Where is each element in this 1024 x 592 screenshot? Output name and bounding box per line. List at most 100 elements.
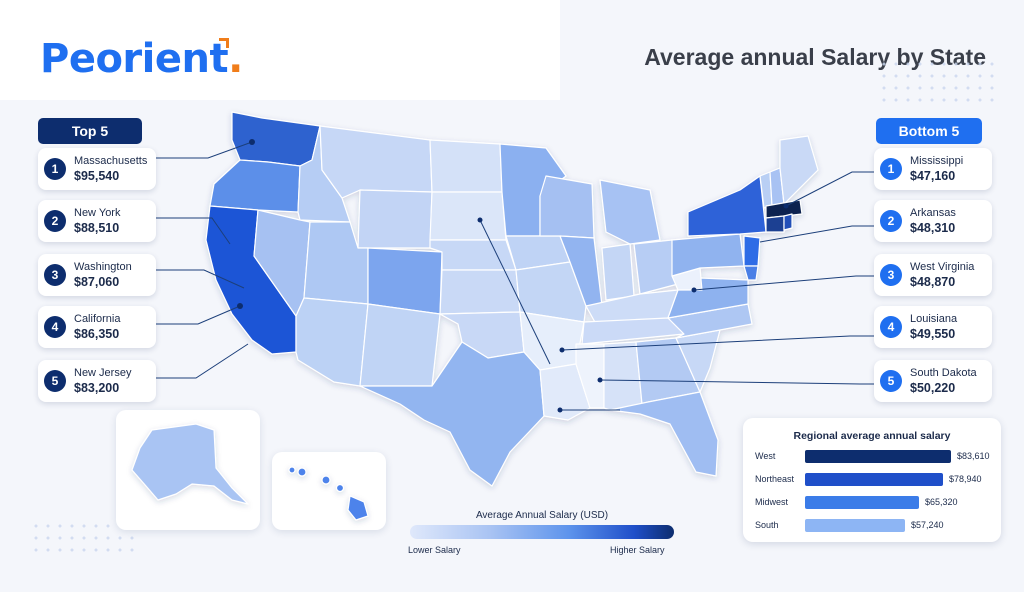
state-missouri: [515, 261, 587, 323]
region-bar: [805, 472, 943, 486]
state-alaska: [131, 423, 249, 505]
top5-card-5: 5 New Jersey $83,200: [38, 360, 156, 402]
state-hawaii-island-4: [335, 483, 345, 493]
state-salary: $95,540: [74, 169, 120, 183]
state-name: Louisiana: [910, 313, 958, 325]
state-salary: $88,510: [74, 221, 120, 235]
region-label: Northeast: [755, 474, 795, 484]
bottom5-card-5: 5 South Dakota $50,220: [874, 360, 992, 402]
bottom5-card-1: 1 Mississippi $47,160: [874, 148, 992, 190]
state-salary: $83,200: [74, 381, 120, 395]
state-oklahoma: [439, 311, 525, 359]
bottom5-card-4: 4 Louisiana $49,550: [874, 306, 992, 348]
state-salary: $47,160: [910, 169, 956, 183]
state-name: South Dakota: [910, 367, 977, 379]
rank-badge: 5: [880, 370, 902, 392]
state-name: Washington: [74, 261, 132, 273]
region-value: $83,610: [957, 451, 990, 461]
state-name: West Virginia: [910, 261, 975, 273]
rank-badge: 4: [44, 316, 66, 338]
bottom5-leader-lines: [479, 171, 876, 411]
region-label: West: [755, 451, 776, 461]
bottom5-card-3: 3 West Virginia $48,870: [874, 254, 992, 296]
state-washington: [231, 111, 321, 167]
state-name: Mississippi: [910, 155, 964, 167]
bottom5-header: Bottom 5: [876, 118, 982, 144]
state-indiana: [601, 243, 635, 301]
region-value: $65,320: [925, 497, 958, 507]
state-alabama: [603, 341, 643, 411]
top5-leader-lines: [156, 141, 253, 379]
state-montana: [319, 125, 433, 199]
state-new-mexico: [359, 303, 441, 387]
region-row-northeast: Northeast $78,940: [755, 472, 982, 486]
state-oregon: [209, 159, 301, 213]
region-label: Midwest: [755, 497, 789, 507]
state-hawaii-island-2: [297, 467, 307, 477]
header-background: [0, 0, 560, 100]
rank-badge: 4: [880, 316, 902, 338]
regional-salary-panel: Regional average annual salary West $83,6…: [743, 418, 1001, 542]
top5-card-3: 3 Washington $87,060: [38, 254, 156, 296]
regional-panel-title: Regional average annual salary: [793, 430, 951, 442]
state-salary: $50,220: [910, 381, 956, 395]
state-south-dakota: [429, 191, 507, 241]
state-wisconsin: [539, 175, 595, 239]
state-nebraska: [429, 239, 517, 271]
legend-title: Average Annual Salary (USD): [475, 510, 609, 521]
state-mississippi: [575, 343, 605, 409]
region-label: South: [755, 520, 779, 530]
state-name: New York: [74, 207, 121, 219]
state-hawaii-big-island: [347, 495, 369, 521]
state-name: Massachusetts: [74, 155, 148, 167]
rank-badge: 1: [44, 158, 66, 180]
rank-badge: 2: [44, 210, 66, 232]
state-massachusetts: [765, 199, 803, 219]
top5-card-1: 1 Massachusetts $95,540: [38, 148, 156, 190]
rank-badge: 2: [880, 210, 902, 232]
brand-logo: Peorient.: [40, 36, 243, 82]
state-name: Arkansas: [910, 207, 956, 219]
state-new-york: [687, 175, 767, 237]
rank-badge: 3: [880, 264, 902, 286]
logo-accent-mark: [219, 38, 229, 48]
state-michigan: [599, 179, 661, 245]
top5-leader-dots: [237, 139, 255, 309]
state-arizona: [295, 297, 369, 387]
state-connecticut: [765, 215, 785, 233]
state-name: New Jersey: [74, 367, 132, 379]
region-row-midwest: Midwest $65,320: [755, 495, 958, 509]
region-bar: [805, 449, 951, 463]
region-bar: [805, 495, 919, 509]
region-row-south: South $57,240: [755, 518, 944, 532]
legend-color-scale: [410, 525, 674, 539]
state-maine: [779, 135, 819, 205]
region-bar: [805, 518, 905, 532]
region-row-west: West $83,610: [755, 449, 990, 463]
state-louisiana: [539, 363, 591, 421]
rank-badge: 3: [44, 264, 66, 286]
rank-badge: 1: [880, 158, 902, 180]
state-colorado: [367, 247, 443, 315]
state-name: California: [74, 313, 121, 325]
legend-high-label: Higher Salary: [610, 545, 665, 555]
top5-card-4: 4 California $86,350: [38, 306, 156, 348]
state-maryland: [743, 265, 759, 281]
state-florida: [609, 391, 719, 477]
state-hawaii-island-1: [288, 466, 296, 474]
rank-badge: 5: [44, 370, 66, 392]
state-rhode-island: [783, 213, 793, 231]
state-salary: $49,550: [910, 327, 956, 341]
state-salary: $48,870: [910, 275, 956, 289]
state-salary: $86,350: [74, 327, 120, 341]
region-value: $78,940: [949, 474, 982, 484]
top5-header: Top 5: [38, 118, 142, 144]
top5-card-2: 2 New York $88,510: [38, 200, 156, 242]
bottom5-leader-dots: [477, 203, 789, 413]
state-pennsylvania: [671, 233, 745, 277]
state-salary: $48,310: [910, 221, 956, 235]
decorative-dot-grid: [878, 58, 998, 108]
state-north-dakota: [429, 139, 503, 193]
state-texas: [359, 341, 545, 487]
